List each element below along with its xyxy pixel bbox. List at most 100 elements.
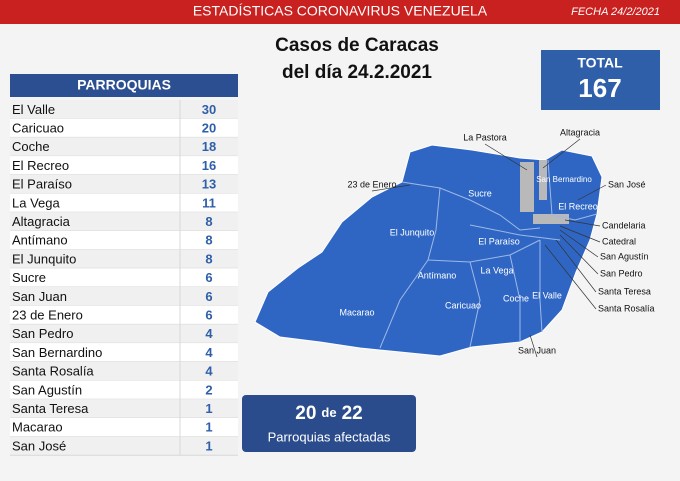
total-box [541, 50, 660, 110]
parish-name: Macarao [12, 420, 63, 435]
parish-cases: 8 [205, 233, 212, 248]
parish-name: Santa Teresa [12, 401, 89, 416]
table-row [10, 193, 238, 213]
main-title: Casos de Caracas [275, 35, 439, 56]
parish-name: San José [12, 438, 66, 453]
leader-line [559, 225, 601, 243]
map-label: El Valle [532, 290, 562, 300]
parish-name: La Vega [12, 195, 60, 210]
map-label: La Vega [480, 265, 513, 275]
parish-cases: 6 [205, 270, 212, 285]
leader-line [564, 219, 601, 227]
table-row [10, 268, 238, 287]
header-title: ESTADÍSTICAS CORONAVIRUS VENEZUELA [193, 3, 488, 19]
map-label: Caricuao [445, 300, 481, 310]
leader-line [529, 334, 538, 358]
parish-name: 23 de Enero [12, 307, 83, 322]
table-row [10, 249, 238, 269]
gray-parish [539, 160, 547, 200]
table-row [10, 436, 238, 456]
map-label: Catedral [602, 236, 636, 246]
map-label: San José [608, 179, 646, 189]
map-label: Altagracia [560, 127, 600, 137]
parish-name: San Bernardino [12, 345, 102, 360]
map-label: San Juan [518, 345, 556, 355]
map-label: El Paraíso [478, 236, 520, 246]
summary-caption: Parroquias afectadas [268, 429, 391, 444]
table-header [10, 74, 238, 97]
table-row [10, 324, 238, 344]
table-header-text: PARROQUIAS [77, 77, 171, 93]
leader-line [544, 244, 597, 310]
map-label: El Junquito [390, 227, 435, 237]
table-row [10, 137, 238, 157]
parish-name: Coche [12, 139, 50, 154]
map-label: 23 de Enero [347, 179, 396, 189]
map-label: Candelaria [602, 220, 646, 230]
table-row [10, 230, 238, 250]
map-label: San Agustín [600, 251, 649, 261]
parish-cases: 2 [205, 382, 212, 397]
parish-cases: 1 [205, 420, 212, 435]
parish-name: San Juan [12, 289, 67, 304]
map-label: San Pedro [600, 268, 643, 278]
leader-line [559, 234, 599, 275]
parish-cases: 1 [205, 401, 212, 416]
table-row [10, 399, 238, 418]
main-title: del día 24.2.2021 [282, 62, 432, 83]
table-row [10, 118, 238, 138]
table-row [10, 287, 238, 306]
parish-name: Sucre [12, 270, 46, 285]
map-label: Sucre [468, 188, 492, 198]
parish-name: El Junquito [12, 251, 76, 266]
total-value: 167 [578, 73, 621, 103]
header-date: FECHA 24/2/2021 [571, 6, 660, 18]
map-label: Antímano [418, 270, 457, 280]
map: La Pastora Altagracia 23 de Enero San José S… [254, 127, 655, 358]
parish-name: Caricuao [12, 120, 64, 135]
parish-cases: 16 [202, 158, 216, 173]
map-label: Santa Teresa [598, 286, 651, 296]
table-row [10, 156, 238, 175]
parish-cases: 4 [205, 326, 213, 341]
map-label: Santa Rosalía [598, 303, 655, 313]
summary-count: 20 de 22 [295, 403, 362, 424]
parish-name: Antímano [12, 233, 68, 248]
table-row [10, 100, 238, 119]
parish-name: Santa Rosalía [12, 364, 94, 379]
map-label: Macarao [339, 307, 374, 317]
parish-name: El Paraíso [12, 177, 72, 192]
map-label: El Recreo [558, 201, 598, 211]
summary-part: 22 [342, 403, 363, 424]
parish-name: El Valle [12, 102, 55, 117]
table-row [10, 343, 238, 362]
table-row [10, 305, 238, 325]
parish-name: El Recreo [12, 158, 69, 173]
parish-cases: 13 [202, 177, 216, 192]
table-row [10, 417, 238, 437]
parish-cases: 30 [202, 102, 216, 117]
parish-cases: 4 [205, 345, 213, 360]
total-label: TOTAL [577, 55, 623, 71]
parish-name: San Pedro [12, 326, 73, 341]
leader-line [559, 229, 599, 258]
summary-box [242, 395, 416, 452]
table-row [10, 361, 238, 381]
parish-cases: 1 [205, 438, 212, 453]
summary-part: de [321, 405, 336, 420]
parish-cases: 11 [202, 195, 216, 210]
table-row [10, 212, 238, 231]
header-bar [0, 0, 680, 24]
parish-cases: 6 [205, 307, 212, 322]
parish-cases: 6 [205, 289, 212, 304]
parish-cases: 18 [202, 139, 216, 154]
summary-part: 20 [295, 403, 316, 424]
parish-cases: 20 [202, 120, 216, 135]
parish-cases: 4 [205, 364, 213, 379]
table-row [10, 380, 238, 400]
map-label: Coche [503, 293, 529, 303]
parish-name: San Agustín [12, 382, 82, 397]
parish-name: Altagracia [12, 214, 71, 229]
